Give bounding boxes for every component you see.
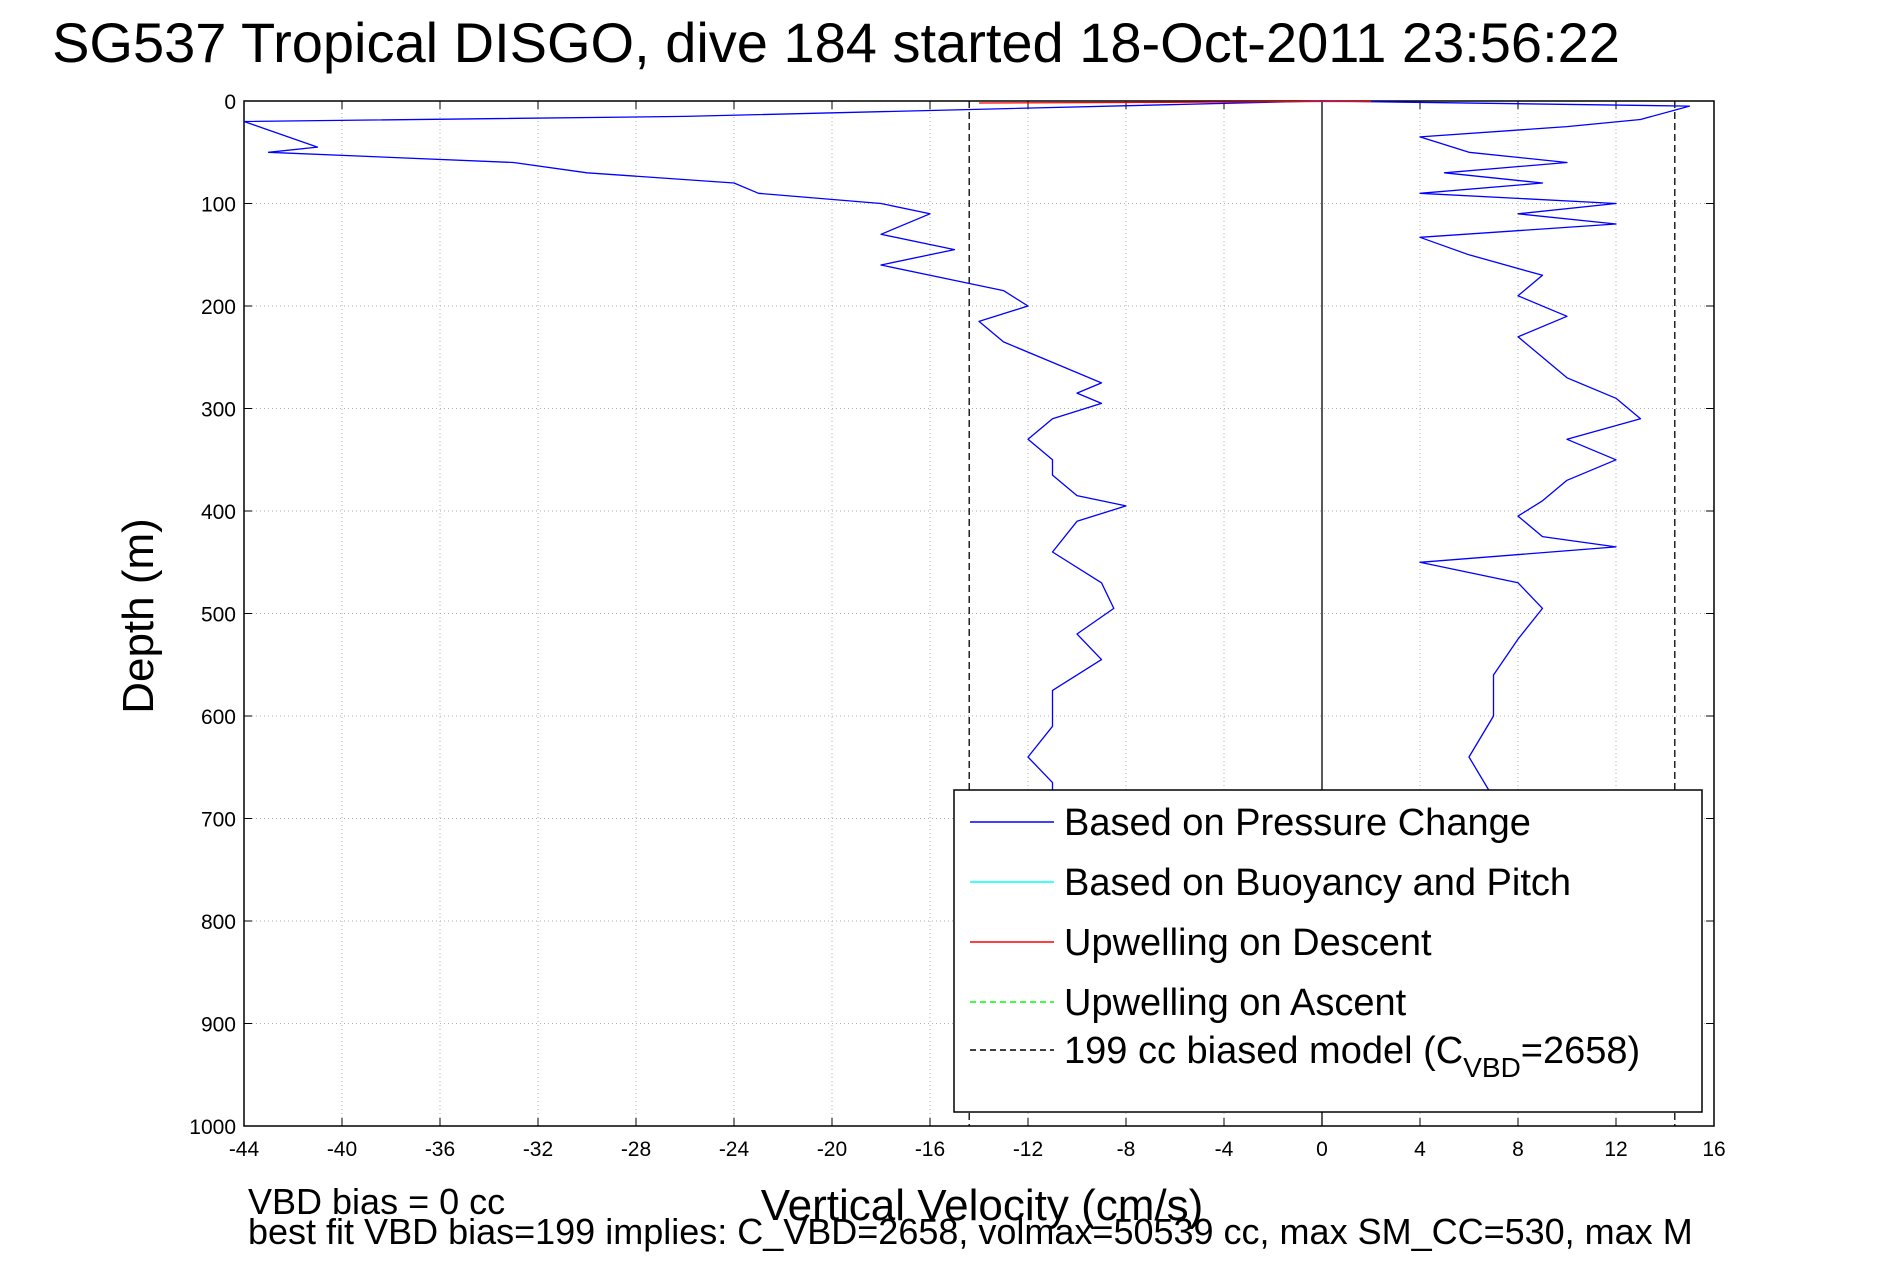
legend-label: Upwelling on Descent bbox=[1064, 922, 1432, 964]
y-tick-label: 500 bbox=[201, 604, 236, 627]
legend-label: 199 cc biased model (CVBD=2658) bbox=[1064, 1030, 1640, 1083]
series-line bbox=[243, 100, 1323, 798]
series-line bbox=[978, 100, 1371, 104]
x-tick-labels: -44 -40 -36 -32 -28 -24 -20 -16 -12 -8 -4 0 4 8 12 16 bbox=[229, 1138, 1726, 1161]
y-tick-label: 300 bbox=[201, 399, 236, 422]
legend-box bbox=[953, 789, 1703, 1113]
y-tick-label: 800 bbox=[201, 911, 236, 934]
x-axis-label: Vertical Velocity (cm/s) bbox=[761, 1181, 1204, 1230]
y-tick-label: 400 bbox=[201, 501, 236, 524]
x-tick-label: 0 bbox=[1316, 1138, 1328, 1161]
x-tick-label: -20 bbox=[817, 1138, 847, 1161]
x-tick-label: 8 bbox=[1512, 1138, 1524, 1161]
legend-label: Based on Pressure Change bbox=[1064, 802, 1531, 844]
x-tick-label: -12 bbox=[1013, 1138, 1043, 1161]
y-tick-label: 700 bbox=[201, 809, 236, 832]
grid bbox=[243, 100, 1715, 1127]
x-tick-label: -24 bbox=[719, 1138, 750, 1161]
x-tick-label: -16 bbox=[915, 1138, 945, 1161]
x-tick-label: -4 bbox=[1215, 1138, 1234, 1161]
legend: Based on Pressure Change Based on Buoyanc… bbox=[953, 789, 1703, 1113]
legend-label-main: 199 cc biased model (C bbox=[1064, 1030, 1463, 1072]
y-tick-label: 900 bbox=[201, 1014, 236, 1037]
y-tick-label: 0 bbox=[224, 91, 236, 114]
x-tick-label: 4 bbox=[1414, 1138, 1426, 1161]
x-tick-label: -32 bbox=[523, 1138, 553, 1161]
vbd-bias-note: VBD bias = 0 cc bbox=[248, 1181, 505, 1222]
x-tick-label: 12 bbox=[1604, 1138, 1627, 1161]
x-tick-label: -8 bbox=[1117, 1138, 1136, 1161]
y-tick-label: 1000 bbox=[189, 1116, 236, 1139]
chart-title: SG537 Tropical DISGO, dive 184 started 1… bbox=[52, 11, 1620, 74]
y-tick-labels: 0 100 200 300 400 500 600 700 800 900 1000 bbox=[189, 91, 236, 1139]
x-tick-label: 16 bbox=[1702, 1138, 1725, 1161]
legend-label: Based on Buoyancy and Pitch bbox=[1064, 862, 1571, 904]
x-tick-label: -40 bbox=[327, 1138, 357, 1161]
legend-label-end: =2658) bbox=[1521, 1030, 1640, 1072]
x-tick-label: -44 bbox=[229, 1138, 260, 1161]
series-line bbox=[1321, 100, 1691, 799]
plot-frame bbox=[243, 100, 1715, 1127]
y-tick-label: 100 bbox=[201, 194, 236, 217]
legend-label: Upwelling on Ascent bbox=[1064, 982, 1407, 1024]
x-tick-label: -36 bbox=[425, 1138, 455, 1161]
best-fit-note: best fit VBD bias=199 implies: C_VBD=265… bbox=[248, 1211, 1693, 1252]
x-tick-label: -28 bbox=[621, 1138, 651, 1161]
y-tick-label: 200 bbox=[201, 296, 236, 319]
y-tick-label: 600 bbox=[201, 706, 236, 729]
legend-label-subscript: VBD bbox=[1463, 1052, 1521, 1083]
y-axis-label: Depth (m) bbox=[114, 518, 163, 714]
